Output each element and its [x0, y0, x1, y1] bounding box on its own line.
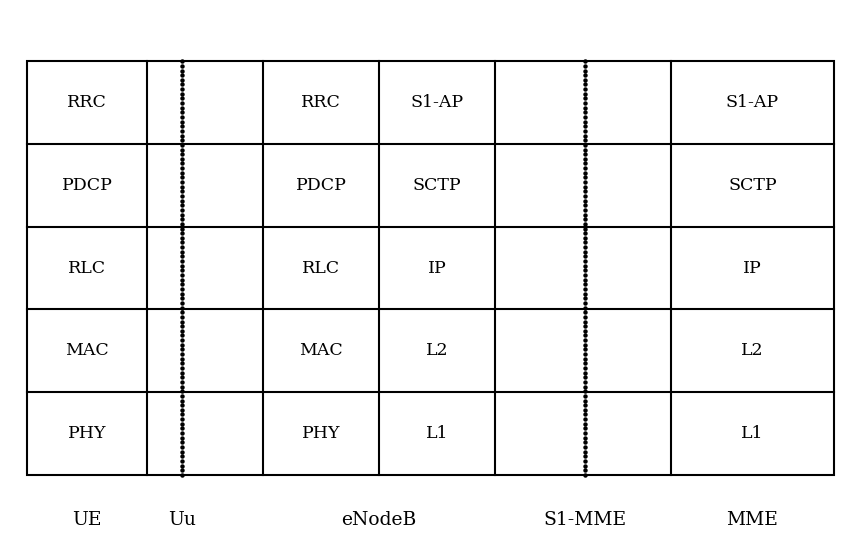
Text: IP: IP [743, 260, 762, 277]
Text: PHY: PHY [68, 425, 107, 442]
Text: Uu: Uu [168, 511, 195, 529]
Text: PHY: PHY [302, 425, 340, 442]
Text: L1: L1 [741, 425, 764, 442]
Text: MAC: MAC [65, 342, 109, 359]
Text: S1-MME: S1-MME [543, 511, 627, 529]
Text: UE: UE [72, 511, 102, 529]
Text: RLC: RLC [302, 260, 340, 277]
Bar [671, 61, 833, 475]
Text: SCTP: SCTP [412, 177, 461, 194]
Text: MME: MME [727, 511, 778, 529]
Text: L1: L1 [425, 425, 449, 442]
Text: RLC: RLC [68, 260, 106, 277]
Text: L2: L2 [741, 342, 764, 359]
Text: eNodeB: eNodeB [341, 511, 417, 529]
Text: RRC: RRC [301, 94, 341, 111]
Text: RRC: RRC [67, 94, 107, 111]
Bar [263, 61, 495, 475]
Text: S1-AP: S1-AP [726, 94, 779, 111]
Text: S1-AP: S1-AP [411, 94, 463, 111]
Text: SCTP: SCTP [728, 177, 777, 194]
Text: MAC: MAC [300, 342, 343, 359]
Text: PDCP: PDCP [62, 177, 113, 194]
Text: L2: L2 [425, 342, 449, 359]
Text: IP: IP [428, 260, 446, 277]
Bar [28, 61, 147, 475]
Text: PDCP: PDCP [295, 177, 346, 194]
